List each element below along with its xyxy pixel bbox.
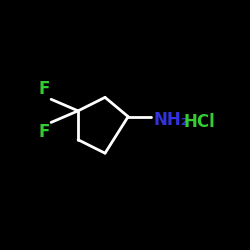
Text: HCl: HCl	[184, 114, 216, 132]
Text: NH₂: NH₂	[153, 110, 188, 128]
Text: F: F	[39, 80, 50, 98]
Text: F: F	[39, 123, 50, 141]
